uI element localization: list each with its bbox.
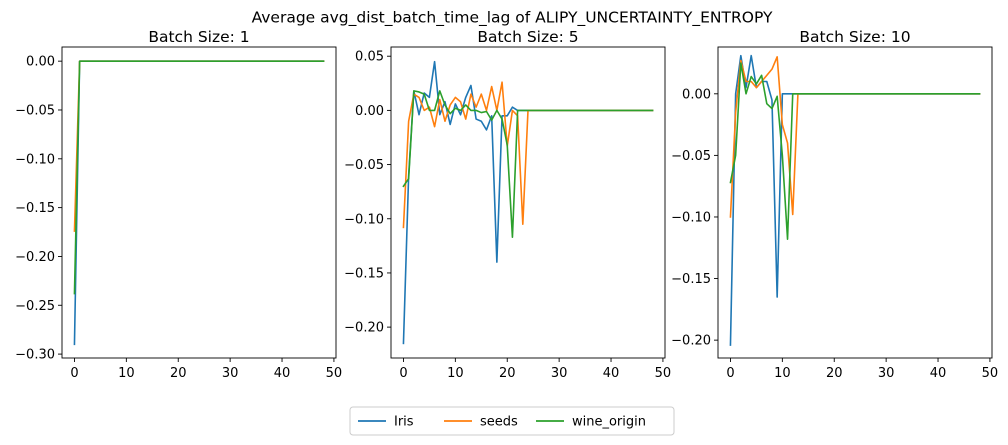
x-tick-label: 50: [655, 366, 672, 381]
y-tick-label: −0.15: [344, 266, 384, 281]
subplots: 0 10 20 30 40 50 0.00 −0.05 −0.10 −0.15 −0.20 −0.25…: [15, 28, 998, 381]
x-tick-label: 30: [551, 366, 568, 381]
y-tick-label: −0.10: [671, 210, 711, 225]
x-tick-label: 0: [70, 366, 78, 381]
y-tick-label: −0.30: [15, 348, 55, 363]
legend-label: seeds: [480, 415, 518, 430]
subplot-2: 0 10 20 30 40 50 0.05 0.00 −0.05 −0.10 −0.15 −0.20 B…: [344, 28, 671, 381]
subplot-title: Batch Size: 5: [477, 28, 578, 46]
y-tick-label: −0.15: [15, 201, 55, 216]
series-line-wine-origin: [729, 62, 981, 240]
legend: Iris seeds wine_origin: [349, 406, 675, 436]
series-line-iris: [729, 54, 981, 346]
x-tick-label: 30: [222, 366, 239, 381]
y-tick-label: −0.20: [344, 321, 384, 336]
x-tick-label: 0: [726, 366, 734, 381]
subplot-1: 0 10 20 30 40 50 0.00 −0.05 −0.10 −0.15 −0.20 −0.25…: [15, 28, 342, 381]
y-tick-label: −0.20: [15, 250, 55, 265]
x-tick-label: 20: [170, 366, 187, 381]
x-tick-label: 0: [399, 366, 407, 381]
y-tick-label: −0.20: [671, 334, 711, 349]
y-tick-label: −0.10: [344, 212, 384, 227]
series-line-iris: [402, 60, 654, 345]
y-tick-label: 0.00: [682, 87, 711, 102]
x-tick-label: 10: [447, 366, 464, 381]
legend-entry-iris: Iris: [358, 415, 414, 430]
series-line-wine-origin: [402, 90, 654, 238]
x-tick-label: 10: [774, 366, 791, 381]
x-tick-label: 20: [499, 366, 516, 381]
x-tick-label: 40: [274, 366, 291, 381]
series-lines: [402, 60, 654, 345]
y-tick-label: 0.05: [355, 50, 384, 65]
subplot-3: 0 10 20 30 40 50 0.00 −0.05 −0.10 −0.15 −0.20 Batch…: [671, 28, 998, 381]
y-tick-label: −0.05: [344, 158, 384, 173]
x-tick-label: 20: [826, 366, 843, 381]
axes-frame: [390, 46, 666, 359]
x-tick-label: 10: [118, 366, 135, 381]
legend-box: [349, 406, 675, 436]
y-tick-label: −0.10: [15, 152, 55, 167]
series-line-seeds: [73, 60, 325, 232]
x-tick-label: 40: [603, 366, 620, 381]
y-tick-label: −0.25: [15, 299, 55, 314]
legend-entry-wine-origin: wine_origin: [536, 415, 646, 430]
axes-frame: [717, 46, 993, 359]
series-line-seeds: [402, 81, 654, 229]
legend-entry-seeds: seeds: [444, 415, 518, 430]
y-tick-label: 0.00: [355, 104, 384, 119]
y-tick-label: −0.05: [671, 149, 711, 164]
x-tick-label: 40: [930, 366, 947, 381]
figure-suptitle: Average avg_dist_batch_time_lag of ALIPY…: [252, 9, 773, 28]
axes-frame: [61, 46, 337, 359]
series-line-seeds: [729, 56, 981, 218]
x-tick-label: 50: [982, 366, 999, 381]
subplot-title: Batch Size: 1: [148, 28, 249, 46]
y-tick-label: −0.05: [15, 103, 55, 118]
series-line-iris: [73, 60, 325, 346]
subplot-title: Batch Size: 10: [799, 28, 910, 46]
y-tick-label: 0.00: [26, 55, 55, 70]
series-line-wine-origin: [73, 60, 325, 295]
y-tick-label: −0.15: [671, 272, 711, 287]
legend-label: Iris: [394, 415, 414, 430]
series-lines: [729, 54, 981, 346]
series-lines: [73, 60, 325, 346]
x-tick-label: 30: [878, 366, 895, 381]
legend-label: wine_origin: [572, 415, 646, 430]
x-tick-label: 50: [326, 366, 343, 381]
